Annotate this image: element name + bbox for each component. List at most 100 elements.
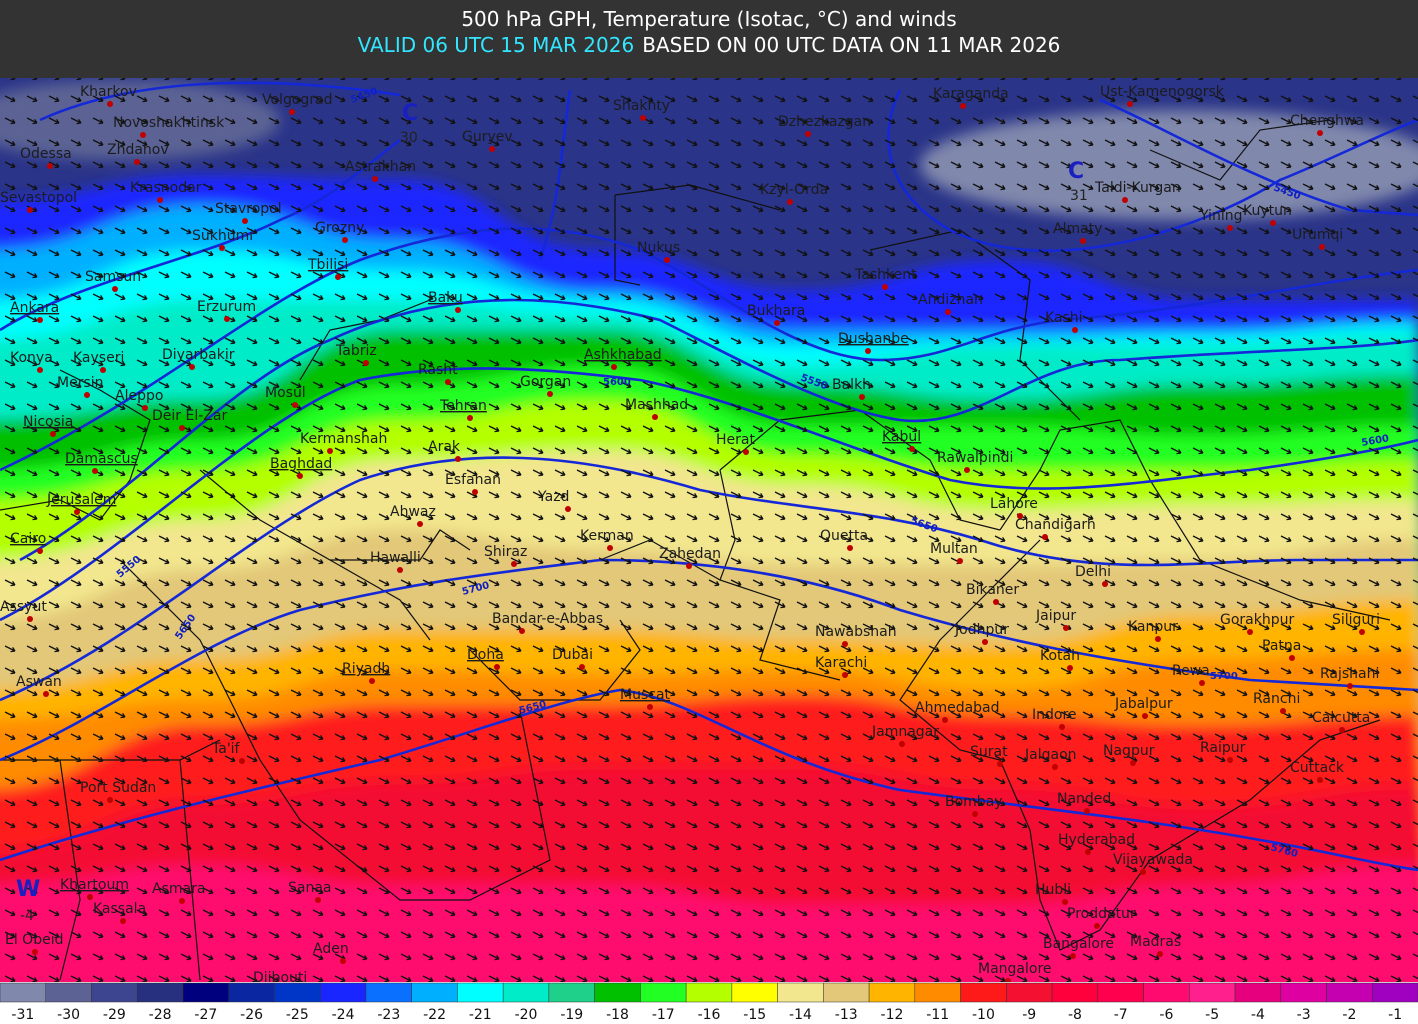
city-dot: [335, 274, 341, 280]
city-dot: [157, 197, 163, 203]
city-label: Balkh: [832, 377, 871, 393]
city-label: Patna: [1262, 638, 1301, 654]
city-label: Asmara: [152, 881, 205, 897]
header-bar: [0, 0, 1418, 78]
city-dot: [847, 545, 853, 551]
city-dot: [1227, 225, 1233, 231]
city-label: Hubli: [1035, 882, 1071, 898]
colorbar-label: -2: [1342, 1007, 1356, 1023]
pressure-center: W: [16, 877, 40, 902]
city-dot: [805, 131, 811, 137]
city-dot: [1142, 713, 1148, 719]
city-label: Nanded: [1057, 791, 1111, 807]
city-dot: [27, 616, 33, 622]
city-label: Vijayawada: [1113, 852, 1193, 868]
colorbar-swatch: [45, 982, 92, 1003]
city-label: Yazd: [537, 489, 569, 505]
city-dot: [50, 431, 56, 437]
city-label: Tabriz: [335, 343, 377, 359]
city-dot: [397, 567, 403, 573]
city-dot: [899, 741, 905, 747]
city-dot: [1102, 581, 1108, 587]
city-label: Muscat: [620, 687, 671, 703]
colorbar-swatch: [502, 982, 550, 1003]
city-dot: [993, 599, 999, 605]
city-label: Almaty: [1053, 221, 1102, 237]
city-dot: [43, 691, 49, 697]
city-dot: [107, 101, 113, 107]
contour-label: 5700: [1210, 671, 1238, 682]
city-label: Kerman: [580, 528, 634, 544]
city-label: Baghdad: [270, 456, 332, 472]
city-label: Jerusalem: [46, 492, 116, 508]
city-dot: [579, 664, 585, 670]
city-dot: [743, 449, 749, 455]
city-label: Novoshakhtinsk: [113, 115, 225, 131]
city-label: Kashi: [1045, 310, 1083, 326]
city-label: Calcutta: [1312, 710, 1370, 726]
colorbar-swatch: [228, 982, 275, 1003]
city-dot: [142, 405, 148, 411]
city-dot: [511, 561, 517, 567]
city-label: Kzyl-Orda: [760, 182, 828, 198]
city-dot: [647, 704, 653, 710]
city-label: Arak: [428, 439, 461, 455]
colorbar-label: -17: [652, 1007, 675, 1023]
colorbar-swatch: [685, 982, 733, 1003]
city-label: Grozny: [315, 220, 364, 236]
colorbar-label: -16: [698, 1007, 721, 1023]
city-label: Doha: [467, 647, 504, 663]
colorbar-swatch: [960, 982, 1007, 1003]
map-subtitle: VALID 06 UTC 15 MAR 2026 BASED ON 00 UTC …: [358, 33, 1061, 57]
colorbar-label: -22: [423, 1007, 446, 1023]
colorbar-label: -4: [1251, 1007, 1265, 1023]
city-label: Diyarbakir: [162, 347, 235, 363]
city-label: Khartoum: [60, 877, 129, 893]
city-label: Stavropol: [215, 201, 282, 217]
city-label: Nawabshah: [815, 624, 897, 640]
city-label: Taldi-Kurgan: [1094, 180, 1181, 196]
city-dot: [1042, 534, 1048, 540]
city-label: Kuytun: [1243, 203, 1292, 219]
colorbar: -31 -30 -29 -28 -27 -26 -25 -24 -23 -22 -21 -20 -19 -…: [0, 982, 1418, 1023]
colorbar-label: -24: [332, 1007, 355, 1023]
city-dot: [84, 392, 90, 398]
city-dot: [664, 257, 670, 263]
city-label: Jodhpur: [954, 622, 1009, 638]
colorbar-swatch: [777, 982, 824, 1003]
city-dot: [179, 898, 185, 904]
city-label: Ankara: [10, 300, 59, 316]
colorbar-label: -5: [1205, 1007, 1219, 1023]
city-label: Rajshahi: [1320, 666, 1379, 682]
city-dot: [87, 894, 93, 900]
city-label: Lahore: [990, 496, 1038, 512]
city-dot: [327, 448, 333, 454]
city-label: Proddatur: [1067, 906, 1136, 922]
city-dot: [1155, 636, 1161, 642]
city-dot: [297, 473, 303, 479]
city-label: Chenghwa: [1290, 113, 1364, 129]
city-dot: [37, 548, 43, 554]
city-label: Siliguri: [1332, 612, 1380, 628]
city-dot: [47, 163, 53, 169]
city-dot: [997, 761, 1003, 767]
city-label: Sukhumi: [192, 228, 253, 244]
city-dot: [1140, 869, 1146, 875]
colorbar-swatch: [640, 982, 687, 1003]
colorbar-swatch: [1006, 982, 1053, 1003]
city-label: Esfahan: [445, 472, 501, 488]
city-label: Cairo: [10, 531, 46, 547]
city-label: Assyut: [0, 599, 47, 615]
city-label: Kassala: [93, 901, 146, 917]
city-dot: [1072, 327, 1078, 333]
city-dot: [611, 364, 617, 370]
city-label: Odessa: [20, 146, 72, 162]
city-dot: [107, 797, 113, 803]
colorbar-label: -14: [789, 1007, 812, 1023]
wind-vectors: [0, 78, 1418, 982]
city-label: Kermanshah: [300, 431, 387, 447]
city-label: Tehran: [439, 398, 487, 414]
city-label: Rewa: [1172, 663, 1210, 679]
city-dot: [219, 245, 225, 251]
city-dot: [1085, 849, 1091, 855]
